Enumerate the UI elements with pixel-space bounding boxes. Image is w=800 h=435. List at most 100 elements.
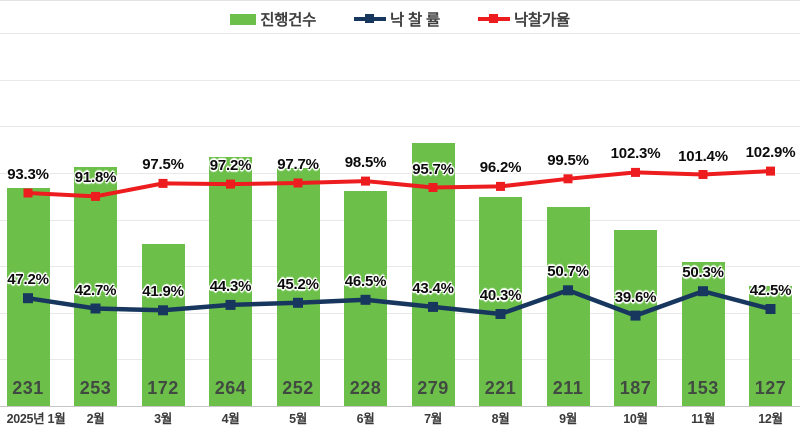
bid-price-rate-label: 95.7% bbox=[412, 160, 454, 178]
bar-value-label: 153 bbox=[687, 378, 719, 398]
bid-rate-label: 41.9% bbox=[142, 283, 184, 301]
bid-rate-label: 44.3% bbox=[209, 277, 252, 295]
bid-price-rate-label: 97.2% bbox=[209, 157, 252, 175]
legend-label-bid-rate: 낙 찰 률 bbox=[390, 12, 440, 29]
bid-price-rate-marker bbox=[91, 191, 100, 201]
chart-top-border bbox=[0, 0, 800, 1]
bid-price-rate-label: 98.5% bbox=[344, 154, 387, 172]
bid-price-rate-marker bbox=[361, 176, 370, 186]
bid-price-rate-label: 101.4% bbox=[678, 147, 728, 165]
bar-value-label: 231 bbox=[12, 378, 44, 398]
bid-rate-label: 47.2% bbox=[7, 271, 49, 289]
bid-price-rate-label: 96.2% bbox=[479, 159, 522, 177]
bid-price-rate-marker bbox=[428, 183, 438, 192]
bid-rate-marker bbox=[765, 304, 776, 314]
bid-rate-line-marker bbox=[365, 14, 375, 23]
x-axis-label: 11월 bbox=[691, 412, 715, 426]
bid-rate-marker bbox=[23, 293, 33, 304]
bar-value-label: 172 bbox=[147, 378, 179, 398]
bar-series-swatch-icon bbox=[230, 13, 257, 25]
gridline bbox=[0, 126, 800, 128]
bid-price-rate-marker bbox=[226, 179, 235, 189]
bid-rate-marker bbox=[90, 303, 101, 314]
bid-rate-marker bbox=[630, 310, 641, 321]
x-axis-label: 3월 bbox=[154, 412, 172, 426]
bid-rate-marker bbox=[158, 305, 168, 316]
bar bbox=[479, 197, 522, 406]
bid-rate-label: 39.6% bbox=[614, 288, 657, 306]
bar bbox=[209, 156, 252, 406]
bid-price-rate-marker bbox=[158, 178, 168, 188]
gridline bbox=[0, 172, 800, 174]
bid-price-rate-marker bbox=[698, 170, 708, 179]
bid-price-rate-line bbox=[27, 169, 771, 199]
bar-value-label: 279 bbox=[417, 378, 449, 398]
x-axis-label: 6월 bbox=[356, 412, 375, 426]
bid-price-rate-label: 91.8% bbox=[74, 169, 117, 187]
bid-price-rate-marker bbox=[563, 174, 573, 184]
bar-value-label: 228 bbox=[349, 378, 382, 398]
x-axis-label: 10월 bbox=[623, 412, 648, 426]
x-axis-label: 12월 bbox=[758, 412, 783, 426]
x-axis-label: 2월 bbox=[86, 412, 105, 426]
bid-price-rate-label: 93.3% bbox=[7, 166, 49, 183]
bid-price-rate-marker bbox=[766, 166, 775, 176]
bid-rate-marker bbox=[495, 309, 506, 319]
legend-label-progress-count: 진행건수 bbox=[260, 12, 317, 29]
x-axis-label: 5월 bbox=[289, 412, 307, 426]
bid-rate-label: 46.5% bbox=[344, 272, 387, 290]
chart-legend: 진행건수 낙 찰 률 낙찰가율 bbox=[0, 7, 800, 31]
bar bbox=[546, 206, 590, 406]
bid-price-rate-label: 99.5% bbox=[547, 151, 589, 169]
bar-value-label: 252 bbox=[282, 378, 314, 398]
gridline bbox=[0, 79, 800, 81]
bid-rate-marker bbox=[225, 299, 236, 310]
x-axis-label: 2025년 1월 bbox=[6, 412, 66, 426]
gridline bbox=[0, 359, 800, 361]
bid-rate-label: 50.3% bbox=[682, 264, 724, 282]
bid-rate-marker bbox=[563, 285, 573, 296]
gridline bbox=[0, 312, 800, 314]
legend-item-progress-count: 진행건수 bbox=[230, 8, 316, 30]
bar-value-label: 187 bbox=[619, 378, 652, 398]
bid-price-rate-line-marker bbox=[488, 14, 498, 23]
bid-rate-label: 40.3% bbox=[479, 287, 522, 304]
bid-price-rate-marker bbox=[293, 178, 303, 188]
bar bbox=[681, 261, 725, 406]
bar-value-label: 221 bbox=[484, 378, 517, 398]
x-axis-label: 4월 bbox=[221, 412, 240, 426]
bid-price-rate-line-swatch-icon bbox=[477, 14, 510, 24]
bid-price-rate-marker bbox=[496, 181, 505, 191]
bar-value-label: 264 bbox=[214, 378, 247, 398]
bid-rate-label: 42.7% bbox=[74, 281, 117, 299]
gridline bbox=[0, 266, 800, 268]
bid-price-rate-marker bbox=[631, 167, 640, 177]
bar bbox=[74, 167, 117, 406]
gridline bbox=[0, 33, 800, 34]
bid-rate-label: 42.5% bbox=[749, 282, 792, 299]
bar-value-label: 253 bbox=[79, 378, 112, 398]
bar-value-label: 211 bbox=[552, 378, 584, 398]
bid-rate-label: 43.4% bbox=[412, 279, 454, 297]
bid-rate-line-swatch-icon bbox=[354, 14, 387, 24]
bid-price-rate-label: 102.9% bbox=[745, 144, 796, 162]
bar bbox=[141, 243, 185, 406]
x-axis-label: 7월 bbox=[424, 412, 442, 426]
bar bbox=[276, 168, 320, 406]
x-axis-line bbox=[0, 406, 800, 407]
bid-rate-line bbox=[27, 287, 772, 318]
legend-item-bid-rate: 낙 찰 률 bbox=[354, 8, 440, 30]
x-axis-label: 9월 bbox=[559, 412, 577, 426]
bid-rate-label: 50.7% bbox=[547, 263, 589, 281]
bid-rate-marker bbox=[698, 286, 708, 297]
bid-price-rate-marker bbox=[23, 188, 33, 198]
bid-price-rate-label: 102.3% bbox=[610, 145, 661, 163]
legend-item-bid-price-rate: 낙찰가율 bbox=[477, 8, 570, 30]
x-axis-label: 8월 bbox=[491, 412, 510, 426]
bid-rate-marker bbox=[360, 294, 371, 305]
bar-value-label: 127 bbox=[754, 378, 787, 398]
legend-label-bid-price-rate: 낙찰가율 bbox=[513, 12, 570, 29]
bid-rate-label: 45.2% bbox=[277, 275, 319, 293]
